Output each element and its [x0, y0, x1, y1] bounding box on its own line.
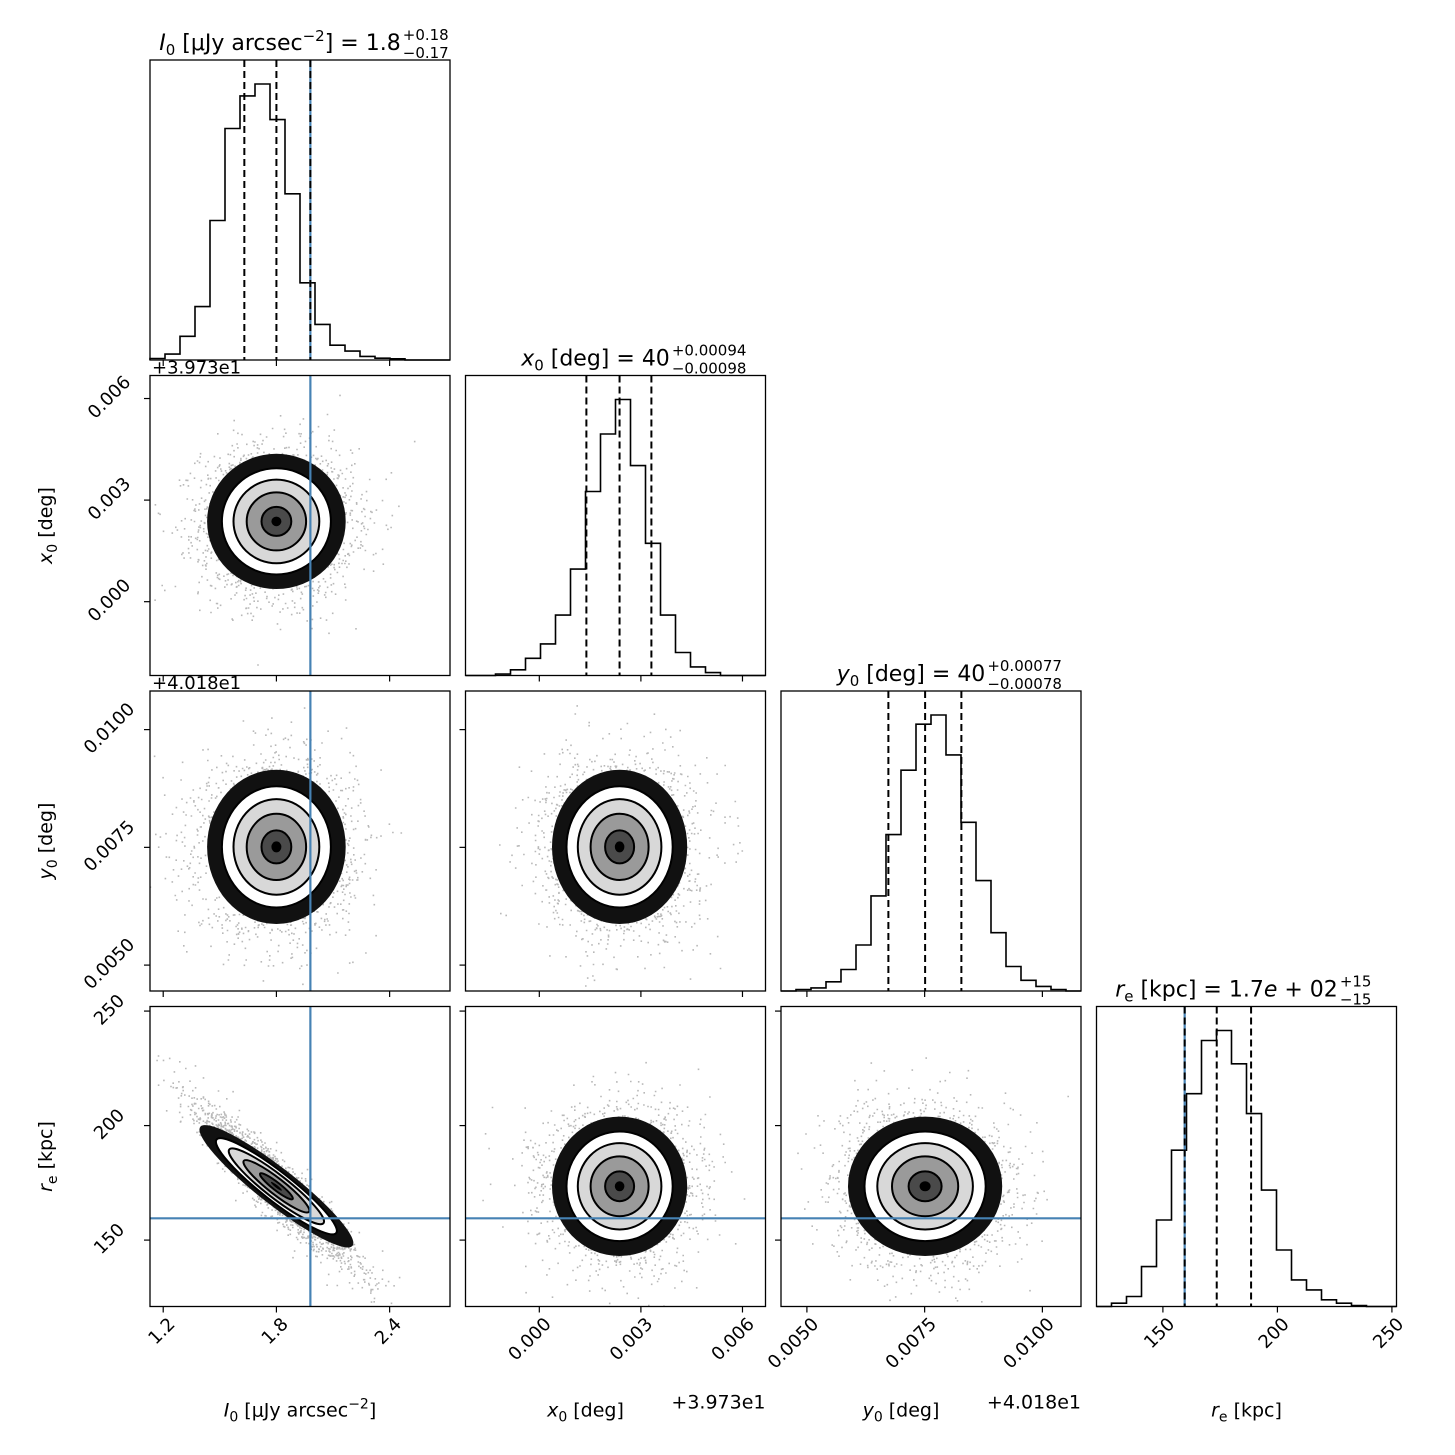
hist-panel-re: re [kpc] = 1.7e + 02 +15−15 — [1095, 973, 1398, 1308]
hist-title-minus-I0: −0.17 — [403, 44, 449, 62]
density-contours — [552, 1116, 688, 1256]
hist-title-plus-re: +15 — [1340, 973, 1372, 991]
x-tick-label-re: 200 — [1255, 1314, 1294, 1353]
panel-frame — [1095, 1005, 1398, 1308]
x-tick-label-x0: 0.006 — [707, 1314, 758, 1365]
x-tick-label-y0: 0.0100 — [999, 1314, 1058, 1373]
x-tick-label-y0: 0.0075 — [882, 1314, 941, 1373]
hist-title-re: re [kpc] = 1.7e + 02 — [1115, 978, 1338, 1006]
hist-title-plus-I0: +0.18 — [403, 26, 449, 44]
x-tick-label-x0: 0.003 — [606, 1314, 657, 1365]
y-tick-label-x0: 0.000 — [84, 575, 135, 626]
histogram-y0 — [781, 714, 1081, 992]
y-tick-label-re: 200 — [90, 1105, 129, 1144]
panel-2d-y0-vs-x0 — [464, 690, 767, 992]
panel-frame — [149, 374, 451, 677]
density-peak — [919, 1181, 931, 1192]
panel-2d-re-vs-x0 — [464, 1005, 767, 1308]
x-offset-text-x0: +3.973e1 — [671, 1392, 765, 1414]
hist-title-y0: y0 [deg] = 40 — [836, 662, 986, 690]
hist-panel-I0: I0 [μJy arcsec−2] = 1.8 +0.18−0.17 — [149, 26, 451, 361]
panel-2d-re-vs-I0 — [149, 1005, 451, 1308]
panel-frame — [780, 690, 1082, 992]
panel-frame — [464, 1005, 767, 1308]
x-offset-text-y0: +4.018e1 — [987, 1392, 1081, 1414]
hist-title-minus-y0: −0.00078 — [987, 675, 1062, 693]
density-contours — [199, 1125, 354, 1248]
y-axis-label-y0: y0 [deg] — [35, 803, 61, 881]
hist-title-plus-x0: +0.00094 — [672, 342, 747, 360]
density-peak — [270, 1181, 282, 1191]
density-contours — [552, 769, 688, 924]
hist-title-x0: x0 [deg] = 40 — [520, 347, 670, 375]
density-peak — [271, 841, 282, 853]
y-tick-label-x0: 0.006 — [84, 372, 135, 423]
x-tick-label-I0: 1.2 — [144, 1314, 179, 1349]
x-tick-label-I0: 2.4 — [371, 1314, 406, 1349]
y-tick-label-y0: 0.0100 — [80, 699, 139, 758]
y-offset-text-x0: +3.973e1 — [152, 358, 241, 379]
density-contours — [207, 453, 346, 589]
density-contours — [207, 769, 346, 924]
x-tick-label-re: 250 — [1369, 1314, 1408, 1353]
scatter-points — [482, 1061, 746, 1307]
hist-title-plus-y0: +0.00077 — [987, 657, 1062, 675]
panel-frame — [780, 1005, 1082, 1308]
panel-frame — [149, 59, 451, 361]
hist-title-minus-x0: −0.00098 — [672, 360, 747, 378]
density-peak — [614, 1181, 625, 1192]
x-tick-label-re: 150 — [1140, 1314, 1179, 1353]
density-peak — [614, 841, 625, 853]
y-tick-label-y0: 0.0050 — [80, 934, 139, 993]
y-tick-label-re: 250 — [90, 990, 129, 1029]
panel-frame — [149, 1005, 451, 1308]
density-contours — [848, 1116, 1003, 1256]
histogram-x0 — [465, 398, 766, 677]
hist-title-I0: I0 [μJy arcsec−2] = 1.8 — [159, 27, 401, 59]
hist-panel-x0: x0 [deg] = 40 +0.00094−0.00098 — [464, 342, 767, 677]
panel-frame — [464, 690, 767, 992]
y-axis-label-x0: x0 [deg] — [35, 487, 61, 565]
panel-frame — [464, 374, 767, 677]
density-peak — [271, 516, 282, 527]
y-tick-label-x0: 0.003 — [84, 473, 135, 524]
y-tick-label-y0: 0.0075 — [80, 817, 139, 876]
x-axis-label-y0: y0 [deg] — [862, 1400, 940, 1426]
scatter-points — [154, 394, 416, 666]
histogram-I0 — [149, 83, 450, 361]
y-axis-label-re: re [kpc] — [35, 1121, 61, 1192]
x-axis-label-I0: I0 [μJy arcsec−2] — [224, 1397, 377, 1426]
histogram-re — [1096, 1029, 1397, 1308]
x-axis-label-re: re [kpc] — [1211, 1400, 1282, 1426]
hist-title-minus-re: −15 — [1340, 991, 1372, 1009]
hist-panel-y0: y0 [deg] = 40 +0.00077−0.00078 — [780, 657, 1082, 992]
y-offset-text-y0: +4.018e1 — [152, 673, 241, 694]
x-tick-label-x0: 0.000 — [504, 1314, 555, 1365]
panel-2d-x0-vs-I0 — [149, 374, 451, 677]
panel-frame — [149, 690, 451, 992]
y-tick-label-re: 150 — [90, 1219, 129, 1258]
x-tick-label-y0: 0.0050 — [764, 1314, 823, 1373]
panel-2d-y0-vs-I0 — [149, 690, 451, 992]
x-axis-label-x0: x0 [deg] — [546, 1400, 624, 1426]
panel-2d-re-vs-y0 — [780, 1005, 1082, 1308]
x-tick-label-I0: 1.8 — [258, 1314, 293, 1349]
